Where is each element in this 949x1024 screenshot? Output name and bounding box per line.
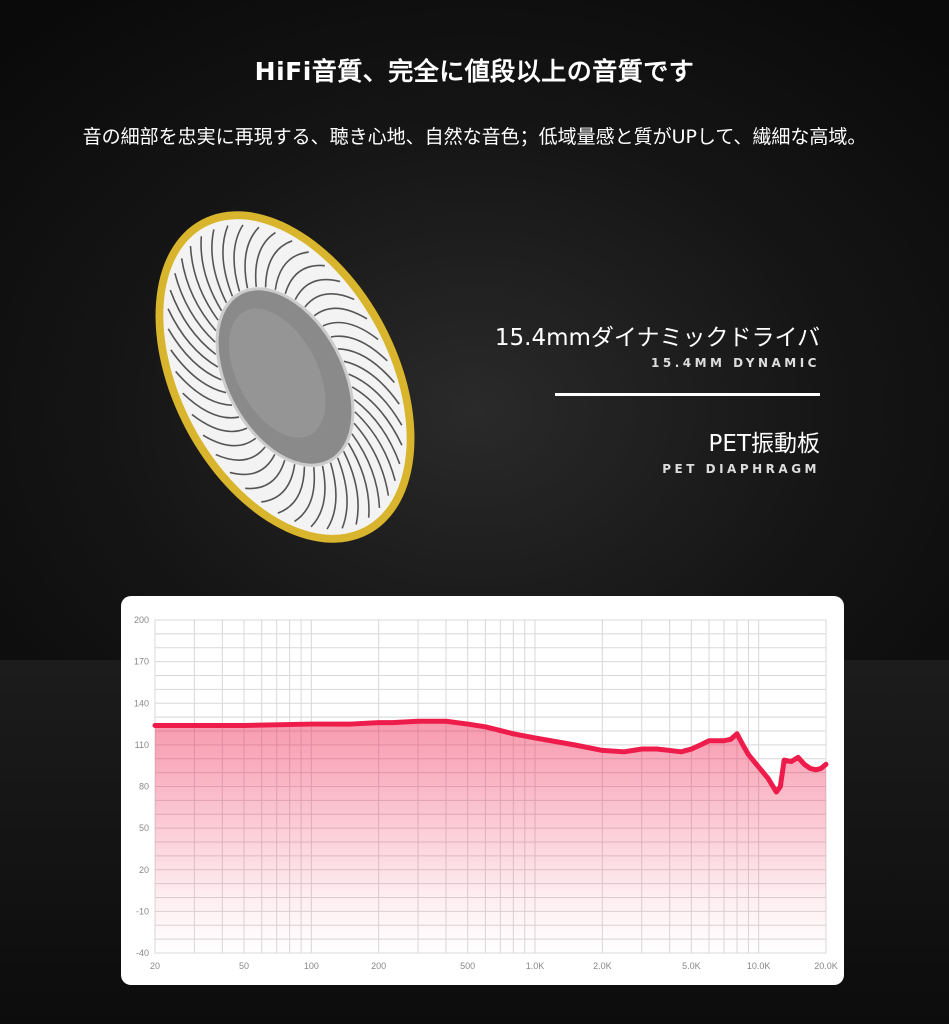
driver-spoke: [182, 392, 240, 419]
driver-spoke: [215, 446, 266, 461]
response-curve: [152, 718, 829, 795]
spec-diaphragm: PET振動板 PET DIAPHRAGM: [662, 424, 820, 476]
x-tick-label: 20.0K: [814, 961, 838, 971]
x-tick-label: 500: [460, 961, 475, 971]
driver-spoke: [170, 349, 227, 394]
driver-spoke: [202, 434, 257, 447]
driver-spoke: [353, 398, 401, 465]
x-tick-label: 2.0K: [593, 961, 612, 971]
driver-spoke: [310, 465, 326, 528]
driver-spoke: [189, 245, 219, 321]
driver-spoke: [233, 224, 244, 292]
driver-spoke: [336, 457, 348, 529]
y-tick-label: 170: [134, 657, 149, 667]
x-tick-label: 10.0K: [747, 961, 771, 971]
driver-spoke: [304, 293, 355, 308]
y-tick-label: 80: [139, 782, 149, 792]
y-tick-label: 110: [135, 740, 149, 750]
spec-driver: 15.4mmダイナミックドライバ 15.4MM DYNAMIC: [495, 318, 820, 370]
driver-spoke: [169, 289, 217, 356]
y-tick-label: 20: [139, 865, 149, 875]
driver-spoke: [353, 422, 390, 496]
driver-spoke: [330, 335, 388, 362]
driver-spoke: [167, 308, 219, 368]
driver-spoke: [348, 373, 403, 426]
page-subtitle: 音の細部を忠実に再現する、聴き心地、自然な音色；低域量感と質がUPして、繊細な高…: [82, 126, 867, 148]
y-tick-label: -40: [136, 948, 149, 958]
x-tick-label: 1.0K: [526, 961, 545, 971]
y-tick-label: 200: [134, 615, 149, 625]
driver-spoke: [354, 411, 396, 482]
driver-spoke: [180, 258, 217, 332]
driver-spoke: [175, 370, 233, 406]
x-tick-label: 50: [239, 961, 249, 971]
driver-spoke: [254, 231, 276, 287]
driver-spoke: [277, 466, 306, 514]
spec-driver-jp: 15.4mmダイナミックドライバ: [494, 325, 820, 351]
driver-spoke: [351, 386, 403, 446]
driver-spoke: [191, 413, 248, 433]
spec-driver-en: 15.4MM DYNAMIC: [651, 356, 820, 370]
driver-spoke: [261, 464, 296, 503]
driver-spoke: [174, 272, 216, 343]
driver-spoke: [284, 264, 325, 295]
driver-spoke: [274, 251, 309, 290]
page-title: HiFi音質、完全に値段以上の音質です: [254, 57, 695, 86]
driver-spoke: [351, 433, 381, 509]
x-tick-label: 200: [371, 961, 386, 971]
driver-spoke: [222, 225, 234, 297]
driver-spoke: [313, 307, 368, 320]
driver-spoke: [326, 462, 337, 530]
driver-spoke: [211, 229, 228, 304]
y-tick-label: 50: [139, 823, 149, 833]
driver-spoke: [322, 321, 379, 341]
x-tick-label: 100: [304, 961, 319, 971]
driver-spoke: [229, 454, 276, 476]
driver-spoke: [264, 240, 293, 288]
x-tick-label: 20: [150, 961, 160, 971]
driver-image: [155, 211, 415, 543]
x-tick-label: 5.0K: [682, 961, 701, 971]
driver-spoke: [245, 459, 286, 490]
driver-spoke: [200, 236, 223, 312]
y-tick-label: -10: [136, 906, 149, 916]
spec-diaphragm-en: PET DIAPHRAGM: [662, 462, 820, 476]
y-tick-label: 140: [134, 698, 149, 708]
driver-spoke: [294, 467, 316, 523]
response-area: [155, 721, 826, 953]
spec-diaphragm-jp: PET振動板: [708, 431, 820, 457]
driver-spoke: [342, 450, 359, 525]
driver-spoke: [294, 278, 341, 300]
driver-spoke: [244, 226, 260, 289]
driver-spoke: [337, 348, 395, 384]
frequency-response-card: 200 170 140 110 80 50 20 -10 -40 20 50 100 200 500 1.0…: [121, 596, 844, 985]
driver-spoke: [347, 442, 370, 518]
divider: [555, 393, 820, 396]
driver-spoke: [167, 328, 222, 381]
driver-spoke: [343, 360, 400, 405]
